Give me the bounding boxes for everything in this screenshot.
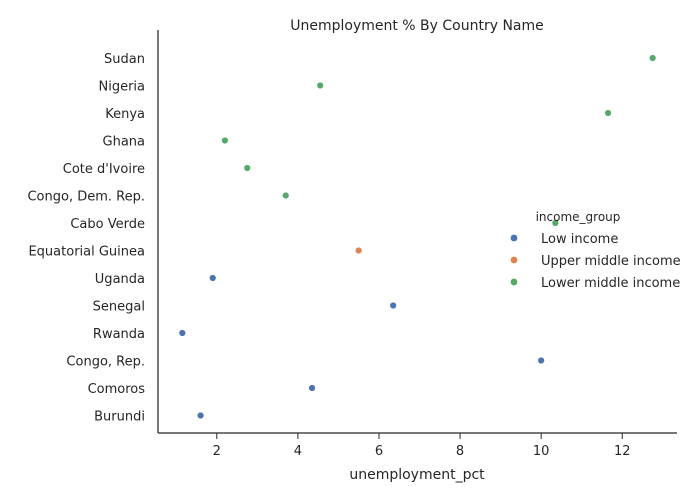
- data-point: [209, 274, 217, 282]
- y-tick-label: Equatorial Guinea: [28, 245, 145, 260]
- legend-marker: [510, 234, 518, 242]
- data-point: [648, 54, 657, 62]
- legend-label: Upper middle income: [541, 254, 681, 269]
- y-tick-label: Ghana: [103, 135, 146, 150]
- y-tick-label: Comoros: [88, 382, 146, 397]
- data-point: [243, 164, 251, 172]
- legend: income_group Low income Upper middle inco…: [510, 210, 681, 291]
- data-point: [551, 219, 560, 227]
- data-point: [316, 81, 324, 90]
- y-tick-label: Sudan: [104, 52, 145, 67]
- legend-label: Low income: [541, 232, 618, 247]
- y-tick-label: Cabo Verde: [70, 217, 145, 232]
- y-tick-label: Congo, Dem. Rep.: [27, 190, 145, 205]
- y-tick-label: Senegal: [93, 300, 145, 315]
- y-tick-label: Rwanda: [93, 327, 145, 342]
- x-axis-label: unemployment_pct: [349, 467, 485, 483]
- legend-marker: [510, 278, 518, 286]
- data-point: [221, 136, 229, 145]
- data-point: [196, 411, 205, 420]
- chart-title: Unemployment % By Country Name: [290, 18, 544, 34]
- data-point: [537, 356, 545, 365]
- data-point: [308, 384, 316, 392]
- x-tick-label: 12: [614, 444, 631, 459]
- x-tick-label: 4: [294, 444, 302, 459]
- y-tick-label: Nigeria: [98, 80, 145, 95]
- data-point: [282, 191, 290, 200]
- data-point: [604, 109, 612, 117]
- data-point: [389, 301, 397, 310]
- y-tick-label: Cote d'Ivoire: [63, 162, 145, 177]
- y-tick-label: Congo, Rep.: [66, 355, 145, 370]
- y-tick-label: Uganda: [95, 272, 145, 287]
- x-tick-label: 6: [375, 444, 383, 459]
- legend-title: income_group: [536, 210, 621, 224]
- data-point: [355, 246, 363, 255]
- y-tick-label: Burundi: [94, 410, 145, 425]
- y-tick-label: Kenya: [105, 107, 145, 122]
- x-tick-label: 2: [213, 444, 221, 459]
- x-tick-label: 10: [533, 444, 550, 459]
- legend-label: Lower middle income: [541, 276, 680, 291]
- x-tick-label: 8: [456, 444, 464, 459]
- data-point: [178, 329, 187, 337]
- legend-marker: [510, 256, 518, 264]
